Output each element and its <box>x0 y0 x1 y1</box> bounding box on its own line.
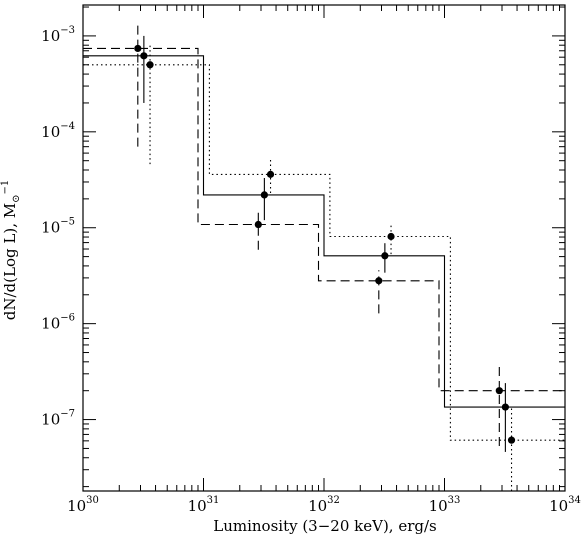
x-axis-label: Luminosity (3−20 keV), erg/s <box>213 517 437 535</box>
x-tick-label-base: 10 <box>67 497 86 515</box>
y-tick-labels: 10−710−610−510−410−3 <box>41 25 75 429</box>
y-tick-label-base: 10 <box>41 123 60 141</box>
step-histograms <box>83 47 565 441</box>
y-tick-label-exp: −6 <box>60 313 75 324</box>
x-tick-label-base: 10 <box>429 497 448 515</box>
x-tick-label: 1033 <box>429 495 461 515</box>
y-tick-label-exp: −4 <box>60 121 75 132</box>
y-tick-label: 10−3 <box>41 25 75 45</box>
data-point-solid-0 <box>140 52 148 60</box>
x-tick-label-base: 10 <box>549 497 568 515</box>
x-tick-label-exp: 34 <box>568 495 581 506</box>
y-axis-label-sub: ⊙ <box>11 195 22 203</box>
step-line-solid <box>83 55 565 408</box>
x-tick-label: 1030 <box>67 495 99 515</box>
y-axis-label-main: dN/d(Log L), M <box>1 203 19 320</box>
data-point-dashed-0 <box>134 44 142 53</box>
data-point-dashed-1 <box>254 220 262 229</box>
data-point-dashed-3 <box>495 387 503 395</box>
y-tick-label: 10−5 <box>41 217 75 237</box>
x-tick-label: 1034 <box>549 495 581 515</box>
y-axis-ticks <box>83 6 565 488</box>
y-tick-label-exp: −5 <box>60 217 75 228</box>
y-tick-label: 10−4 <box>41 121 75 141</box>
x-tick-label-base: 10 <box>308 497 327 515</box>
data-point-dotted-3 <box>507 436 516 444</box>
y-tick-label-base: 10 <box>41 219 60 237</box>
data-points <box>134 44 516 444</box>
data-point-dotted-0 <box>146 61 154 69</box>
data-point-dashed-2 <box>375 277 383 285</box>
x-tick-label: 1032 <box>308 495 340 515</box>
x-axis-ticks <box>82 5 560 491</box>
error-bars <box>137 24 513 491</box>
y-tick-label-exp: −3 <box>60 25 75 36</box>
step-line-dashed <box>83 47 565 392</box>
y-tick-label: 10−6 <box>41 313 75 333</box>
data-point-solid-2 <box>381 252 389 260</box>
step-line-dotted <box>83 64 565 441</box>
x-tick-label-exp: 30 <box>86 495 99 506</box>
x-tick-label: 1031 <box>188 495 220 515</box>
y-tick-label-base: 10 <box>41 315 60 333</box>
x-tick-label-base: 10 <box>188 497 207 515</box>
x-tick-label-exp: 32 <box>327 495 340 506</box>
x-tick-labels: 1030 1031 1032 1033 1034 <box>67 495 581 515</box>
data-point-dotted-1 <box>266 170 275 178</box>
data-point-dotted-2 <box>387 232 395 241</box>
x-tick-label-exp: 31 <box>207 495 220 506</box>
x-tick-label-exp: 33 <box>448 495 461 506</box>
y-axis-label-sup: −1 <box>0 180 11 195</box>
y-axis-label: dN/d(Log L), M⊙−1 <box>0 180 22 320</box>
y-tick-label: 10−7 <box>41 409 75 429</box>
y-tick-label-exp: −7 <box>60 409 75 420</box>
data-point-solid-3 <box>501 403 509 411</box>
data-point-solid-1 <box>260 191 268 199</box>
y-tick-label-base: 10 <box>41 411 60 429</box>
y-tick-label-base: 10 <box>41 27 60 45</box>
